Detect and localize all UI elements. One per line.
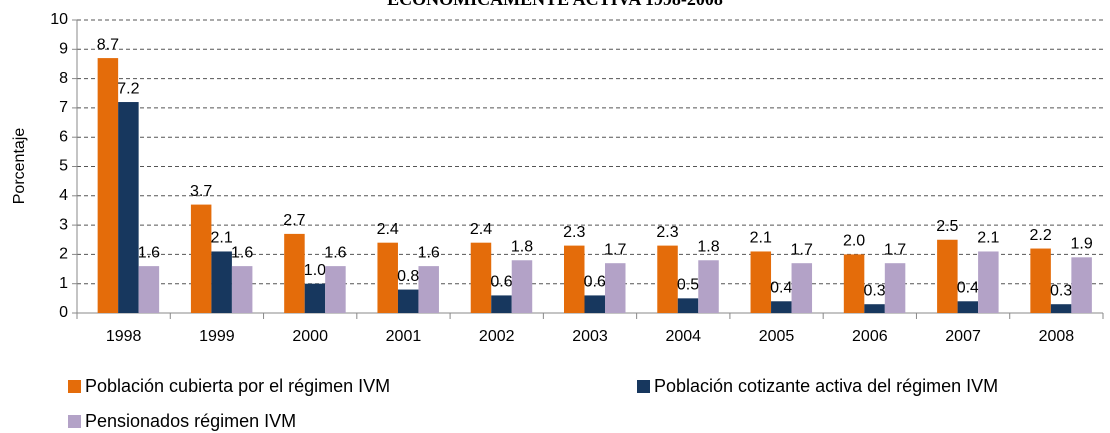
bar <box>470 242 492 313</box>
value-label: 0.4 <box>770 279 792 296</box>
value-label: 1.6 <box>324 244 346 261</box>
bar <box>884 263 906 313</box>
value-label: 1.7 <box>604 241 626 258</box>
value-label: 1.6 <box>418 244 440 261</box>
x-tick-label: 2000 <box>292 328 328 345</box>
value-label: 2.3 <box>563 224 585 241</box>
bar <box>564 245 585 313</box>
value-label: 2.1 <box>750 230 772 247</box>
x-tick-label: 2005 <box>759 328 795 345</box>
bar <box>657 245 678 313</box>
bar <box>491 295 512 313</box>
bar <box>937 239 958 313</box>
value-label: 2.1 <box>977 230 999 247</box>
value-label: 2.5 <box>936 218 958 235</box>
y-tick-label: 1 <box>59 275 68 292</box>
value-label: 1.7 <box>791 241 813 258</box>
bar <box>138 266 160 313</box>
x-tick-label: 2001 <box>386 328 422 345</box>
bar <box>1030 248 1051 313</box>
value-label: 1.8 <box>511 238 533 255</box>
y-tick-label: 5 <box>59 158 68 175</box>
legend-swatch <box>68 380 81 393</box>
bar <box>304 283 326 313</box>
value-label: 2.4 <box>470 221 492 238</box>
x-tick-label: 2002 <box>479 328 515 345</box>
value-label: 0.3 <box>1050 282 1072 299</box>
bar <box>325 266 346 313</box>
bar <box>698 260 719 313</box>
legend-swatch <box>68 415 81 428</box>
x-tick-label: 2004 <box>665 328 701 345</box>
bar <box>864 304 885 313</box>
bar <box>377 242 398 313</box>
y-tick-label: 3 <box>59 216 68 233</box>
legend-label: Pensionados régimen IVM <box>85 411 296 431</box>
value-label: 7.2 <box>117 80 139 97</box>
legend-swatch <box>637 380 650 393</box>
bar <box>418 266 439 313</box>
value-label: 8.7 <box>97 36 119 53</box>
bar <box>284 233 305 313</box>
value-label: 1.6 <box>231 244 253 261</box>
y-tick-label: 7 <box>59 99 68 116</box>
value-label: 1.0 <box>304 262 326 279</box>
bar <box>605 263 626 313</box>
x-tick-label: 1998 <box>106 328 142 345</box>
x-tick-label: 1999 <box>199 328 235 345</box>
value-label: 1.6 <box>138 244 160 261</box>
bar <box>957 301 979 313</box>
bar <box>677 298 699 313</box>
value-label: 0.6 <box>584 274 606 291</box>
x-tick-label: 2003 <box>572 328 608 345</box>
value-label: 0.3 <box>863 282 885 299</box>
x-tick-label: 2008 <box>1039 328 1075 345</box>
value-label: 0.6 <box>490 274 512 291</box>
value-label: 2.3 <box>656 224 678 241</box>
x-tick-label: 2007 <box>945 328 981 345</box>
chart-title: ECONÓMICAMENTE ACTIVA 1998-2008 <box>387 0 723 9</box>
bar <box>118 102 139 313</box>
bar <box>978 251 999 313</box>
y-tick-label: 0 <box>59 304 68 321</box>
value-label: 1.8 <box>697 238 719 255</box>
value-label: 2.2 <box>1029 227 1051 244</box>
bar <box>1050 304 1072 313</box>
y-tick-label: 10 <box>50 11 68 28</box>
value-label: 2.1 <box>211 230 233 247</box>
bar <box>511 260 533 313</box>
bar <box>1071 257 1092 313</box>
value-label: 0.4 <box>957 279 979 296</box>
y-tick-label: 6 <box>59 128 68 145</box>
y-tick-label: 2 <box>59 246 68 263</box>
bar <box>231 266 253 313</box>
x-tick-label: 2006 <box>852 328 888 345</box>
y-axis-label: Porcentaje <box>11 128 28 205</box>
value-label: 0.8 <box>397 268 419 285</box>
value-label: 2.0 <box>843 233 865 250</box>
bar <box>190 204 212 313</box>
legend-label: Población cotizante activa del régimen I… <box>654 376 998 396</box>
y-tick-label: 8 <box>59 70 68 87</box>
bar <box>97 58 119 314</box>
bar <box>771 301 792 313</box>
y-tick-label: 4 <box>59 187 68 204</box>
bar <box>211 251 232 313</box>
value-label: 1.7 <box>884 241 906 258</box>
value-label: 0.5 <box>677 277 699 294</box>
bar <box>843 254 865 313</box>
value-label: 1.9 <box>1070 236 1092 253</box>
y-tick-label: 9 <box>59 41 68 58</box>
value-label: 2.4 <box>377 221 399 238</box>
bar <box>750 251 772 313</box>
legend-label: Población cubierta por el régimen IVM <box>85 376 390 396</box>
bar <box>584 295 605 313</box>
bar <box>791 263 813 313</box>
value-label: 2.7 <box>283 212 305 229</box>
bar <box>397 289 419 313</box>
value-label: 3.7 <box>190 183 212 200</box>
